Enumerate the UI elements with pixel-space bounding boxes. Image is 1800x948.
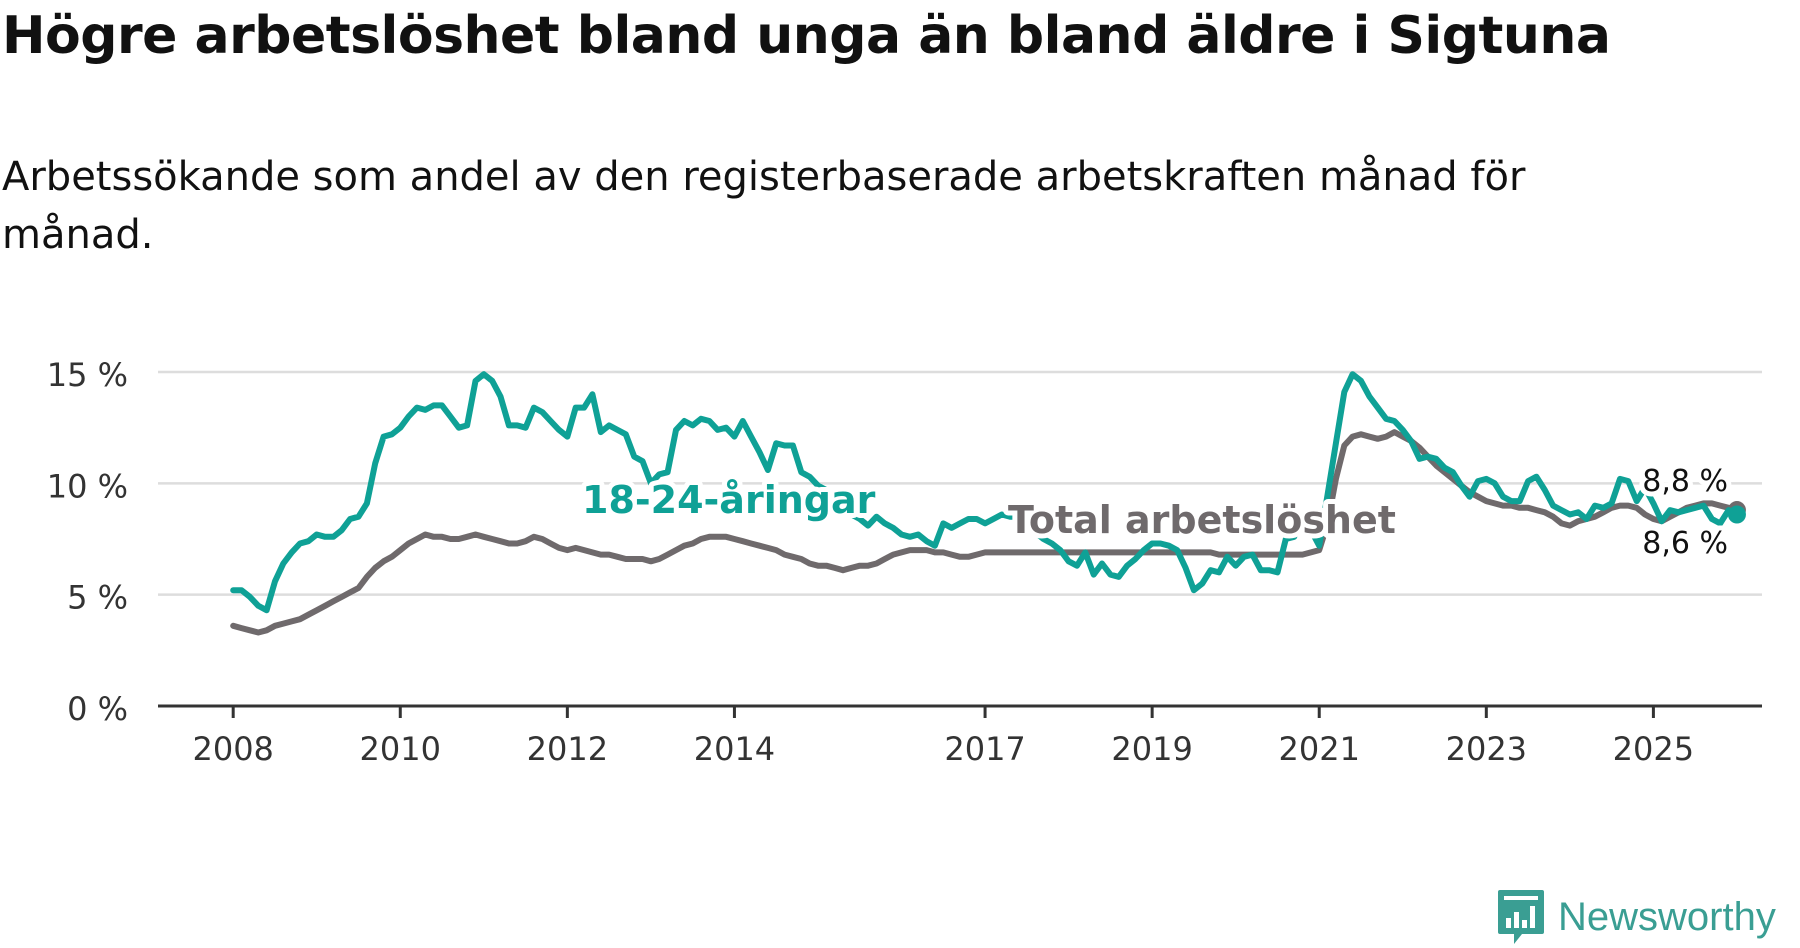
x-tick-label: 2014	[694, 730, 775, 768]
youth-end-value-label-halo: 8,6 %	[1642, 526, 1728, 561]
logo-text: Newsworthy	[1558, 894, 1776, 939]
youth-end-value-label: 8,6 %	[1642, 526, 1728, 561]
x-tick-label: 2012	[527, 730, 608, 768]
total-series-label: Total arbetslöshet	[1008, 498, 1396, 542]
y-tick-label: 10 %	[47, 467, 128, 505]
y-tick-label: 5 %	[67, 579, 128, 617]
total-end-value-label: 8,8 %	[1642, 464, 1728, 499]
x-tick-label: 2017	[944, 730, 1025, 768]
youth-series-line	[230, 371, 1740, 614]
x-tick-label: 2023	[1446, 730, 1527, 768]
chart-subtitle: Arbetssökande som andel av den registerb…	[2, 154, 1526, 258]
youth-end-marker	[1727, 505, 1746, 524]
x-tick-label: 2008	[192, 730, 273, 768]
newsworthy-logo[interactable]: Newsworthy	[1496, 888, 1776, 946]
total-series-line	[230, 429, 1740, 636]
y-tick-label: 0 %	[67, 690, 128, 728]
series-lines	[230, 371, 1746, 636]
x-tick-label: 2025	[1613, 730, 1694, 768]
bar-chart-speech-bubble-icon	[1498, 890, 1544, 944]
x-tick-label: 2010	[360, 730, 441, 768]
chart-title: Högre arbetslöshet bland unga än bland ä…	[2, 6, 1611, 66]
x-tick-label: 2021	[1279, 730, 1360, 768]
x-tick-label: 2019	[1111, 730, 1192, 768]
grid-lines	[158, 370, 1762, 596]
total-end-value-label-halo: 8,8 %	[1642, 464, 1728, 499]
y-tick-label: 15 %	[47, 356, 128, 394]
youth-series-label: 18-24-åringar	[582, 478, 876, 522]
y-axis: 0 % 5 % 10 % 15 %	[47, 356, 128, 728]
youth-series-label-halo: 18-24-åringar	[582, 478, 876, 522]
x-axis: 2008 2010 2012 2014 2017 2019 2021 2023 2025	[158, 704, 1762, 768]
total-series-label-halo: Total arbetslöshet	[1008, 498, 1396, 542]
